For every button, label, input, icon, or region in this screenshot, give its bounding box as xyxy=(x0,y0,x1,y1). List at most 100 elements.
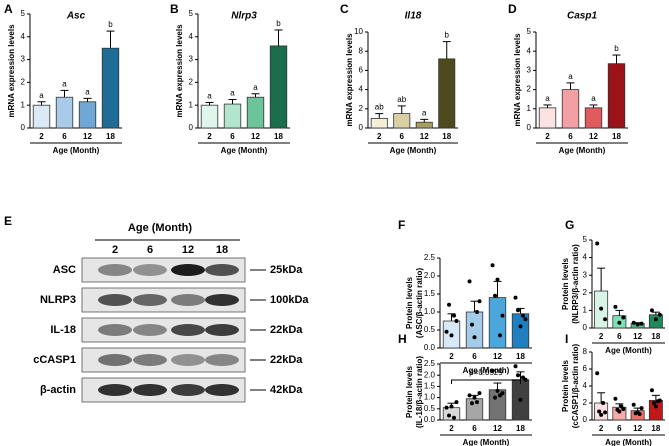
y-tick-label: 0 xyxy=(189,123,194,132)
blot-band xyxy=(133,384,167,396)
y-axis-label: mRNA expression levels xyxy=(513,33,522,127)
data-point xyxy=(490,263,495,268)
data-point xyxy=(495,277,500,282)
p-value: p=0.0529 xyxy=(469,368,503,377)
data-point xyxy=(649,388,654,393)
data-point xyxy=(621,406,626,411)
data-point xyxy=(617,320,622,325)
blot-row-label: cCASP1 xyxy=(33,354,76,366)
data-point xyxy=(657,312,662,317)
data-point xyxy=(467,279,472,284)
y-tick-label: 6 xyxy=(359,66,364,75)
data-point xyxy=(495,388,500,393)
x-axis-label: Age (Month) xyxy=(605,438,652,446)
x-tick-label: 2 xyxy=(599,424,604,433)
y-tick-label: 3 xyxy=(21,55,26,64)
significance-letter: b xyxy=(445,31,450,40)
chart-title: Il18 xyxy=(405,11,422,22)
x-tick-label: 18 xyxy=(442,132,451,141)
data-point xyxy=(500,391,505,396)
y-tick-label: 0.5 xyxy=(424,325,436,334)
blot-band xyxy=(171,264,205,276)
y-tick-label: 5 xyxy=(189,9,194,18)
data-point xyxy=(516,373,521,378)
x-tick-label: 12 xyxy=(633,424,642,433)
y-tick-label: 0.5 xyxy=(424,404,436,413)
x-tick-label: 18 xyxy=(651,424,660,433)
x-axis-label: Age (Month) xyxy=(390,146,437,155)
significance-letter: a xyxy=(545,94,550,103)
significance-letter: a xyxy=(207,92,212,101)
data-point xyxy=(447,302,452,307)
bar xyxy=(465,311,484,349)
data-point xyxy=(651,401,656,405)
x-tick-label: 6 xyxy=(62,132,67,141)
data-point xyxy=(472,335,477,340)
bar xyxy=(415,121,433,129)
data-point xyxy=(449,333,454,338)
blot-band xyxy=(171,384,205,396)
y-tick-label: 0 xyxy=(583,323,588,332)
x-axis-label: Age (Month) xyxy=(463,438,510,446)
blot-band xyxy=(171,324,205,336)
y-tick-label: 1.0 xyxy=(424,393,436,402)
chart-title: Asc xyxy=(66,11,86,22)
y-tick-label: 4 xyxy=(21,32,26,41)
data-point xyxy=(523,377,528,382)
significance-letter: a xyxy=(568,72,573,81)
x-tick-label: 18 xyxy=(516,352,525,361)
x-axis-label: Age (Month) xyxy=(605,346,652,355)
data-point xyxy=(603,410,608,415)
x-tick-label: 6 xyxy=(472,352,477,361)
x-tick-label: 2 xyxy=(599,332,604,341)
data-point xyxy=(523,317,528,322)
significance-letter: ab xyxy=(375,103,384,112)
data-point xyxy=(657,398,662,403)
data-point xyxy=(599,306,604,311)
y-tick-label: 1 xyxy=(527,104,532,113)
data-point xyxy=(631,320,636,325)
data-point xyxy=(470,322,475,327)
data-point xyxy=(599,412,604,417)
x-tick-label: 6 xyxy=(617,424,622,433)
x-tick-label: 6 xyxy=(472,424,477,433)
y-tick-label: 4 xyxy=(583,253,588,262)
x-tick-label: 2 xyxy=(39,132,44,141)
y-axis-label: Protein levels xyxy=(405,365,414,418)
data-point xyxy=(454,400,459,405)
bar xyxy=(488,297,507,349)
data-point xyxy=(595,241,600,246)
panel-letter: F xyxy=(398,218,405,232)
blot-band xyxy=(205,384,239,396)
y-tick-label: 6 xyxy=(583,364,588,373)
y-tick-label: 0.0 xyxy=(424,343,436,352)
x-tick-label: 18 xyxy=(106,132,115,141)
blot-band xyxy=(98,324,132,336)
bar xyxy=(607,63,626,129)
x-tick-label: 6 xyxy=(230,132,235,141)
blot-band xyxy=(98,294,132,306)
bar xyxy=(465,398,484,421)
data-point xyxy=(493,395,498,400)
y-tick-label: 0 xyxy=(527,123,532,132)
panel-letter: H xyxy=(398,332,407,346)
blot-size-label: 42kDa xyxy=(270,384,303,396)
data-point xyxy=(635,322,640,327)
y-tick-label: 3 xyxy=(527,66,532,75)
y-tick-label: 3 xyxy=(583,270,588,279)
y-tick-label: 5 xyxy=(21,9,26,18)
x-tick-label: 18 xyxy=(651,332,660,341)
bar xyxy=(32,104,51,129)
data-point xyxy=(595,371,600,376)
chart-title: Casp1 xyxy=(567,11,597,22)
data-point xyxy=(474,400,479,405)
y-axis-label: Protein levels xyxy=(405,276,414,329)
x-tick-label: 6 xyxy=(568,132,573,141)
data-point xyxy=(472,395,477,400)
y-tick-label: 10 xyxy=(354,27,363,36)
data-point xyxy=(653,404,658,409)
data-point xyxy=(613,396,618,401)
y-tick-label: 0 xyxy=(21,123,26,132)
data-point xyxy=(477,299,482,304)
